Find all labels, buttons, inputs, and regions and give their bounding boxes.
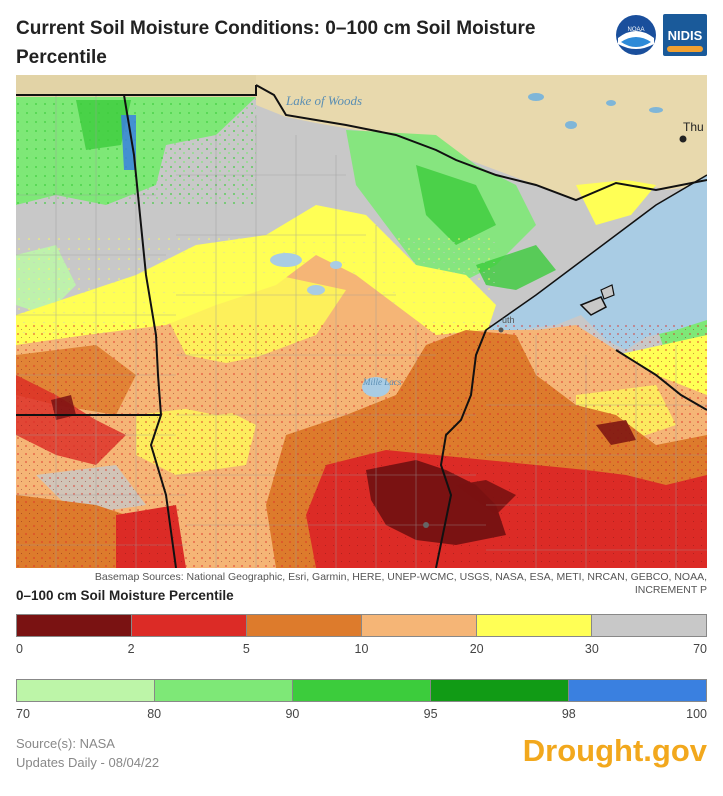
- legend-wet-swatch-0: [17, 680, 155, 701]
- legend-dry-scale: [16, 614, 707, 637]
- noaa-logo-text: NOAA: [627, 27, 644, 33]
- label-thunder-bay: Thu: [683, 120, 704, 134]
- legend-wet-tick-0: 70: [16, 707, 30, 721]
- legend-dry-swatch-4: [477, 615, 592, 636]
- canada-basemap-west: [16, 75, 256, 97]
- attribution-line-2: INCREMENT P: [634, 584, 707, 596]
- soil-moisture-map[interactable]: Lake of Woods Thu uth Mille Lacs: [16, 75, 707, 568]
- legend-dry-swatch-0: [17, 615, 132, 636]
- legend-wet-scale: [16, 679, 707, 702]
- duluth-marker: [498, 327, 504, 333]
- minneapolis-marker: [423, 522, 429, 528]
- drought-gov-logo[interactable]: Drought.gov: [522, 733, 707, 768]
- legend-dry-swatch-3: [362, 615, 477, 636]
- legend-wet-swatch-3: [431, 680, 569, 701]
- legend-dry-swatch-5: [592, 615, 706, 636]
- legend-wet-swatch-1: [155, 680, 293, 701]
- state-boundaries: [16, 84, 707, 568]
- legend-title: 0–100 cm Soil Moisture Percentile: [16, 588, 234, 603]
- lake-superior: [486, 175, 707, 350]
- attribution-line-1: Basemap Sources: National Geographic, Es…: [94, 571, 707, 583]
- legend-wet-tick-1: 80: [147, 707, 162, 721]
- legend-dry-tick-4: 20: [469, 642, 484, 656]
- legend-wet-ticks: 70 80 90 95 98 100: [16, 707, 707, 723]
- logos: NOAA NIDIS: [615, 14, 707, 56]
- legend-dry-tick-0: 0: [16, 642, 23, 656]
- legend-dry-tick-1: 2: [127, 642, 135, 656]
- mille-lacs-lake: [362, 377, 390, 397]
- legend-wet-tick-5: 100: [686, 707, 707, 721]
- legend-wet-swatch-4: [569, 680, 706, 701]
- source-text: Source(s): NASA: [16, 736, 115, 751]
- canada-basemap: [16, 75, 707, 200]
- label-mille-lacs: Mille Lacs: [362, 377, 402, 387]
- legend-dry-ticks: 0 2 5 10 20 30 70: [16, 642, 707, 658]
- basemap-attribution: Basemap Sources: National Geographic, Es…: [16, 571, 707, 597]
- nidis-logo-text: NIDIS: [667, 27, 703, 43]
- label-lake-of-woods: Lake of Woods: [285, 93, 362, 108]
- legend-wet-swatch-2: [293, 680, 431, 701]
- nidis-logo[interactable]: NIDIS: [663, 14, 707, 56]
- updated-text: Updates Daily - 08/04/22: [16, 755, 160, 770]
- legend-dry-swatch-1: [132, 615, 247, 636]
- legend-dry-swatch-2: [247, 615, 362, 636]
- dry-0-2-zone: [366, 460, 506, 545]
- legend-dry-tick-2: 5: [242, 642, 250, 656]
- legend-wet-tick-3: 95: [423, 707, 438, 721]
- legend-dry-tick-3: 10: [354, 642, 369, 656]
- noaa-logo[interactable]: NOAA: [615, 14, 657, 56]
- legend-wet-tick-2: 90: [285, 707, 300, 721]
- county-boundaries: [16, 95, 707, 568]
- legend-dry-tick-6: 70: [693, 642, 707, 656]
- legend-wet-tick-4: 98: [561, 707, 576, 721]
- label-duluth: uth: [502, 315, 515, 325]
- source-info: Source(s): NASA Updates Daily - 08/04/22: [16, 734, 159, 772]
- thunder-bay-marker: [679, 135, 687, 143]
- page-title: Current Soil Moisture Conditions: 0–100 …: [16, 18, 536, 68]
- legend-dry-tick-5: 30: [584, 642, 599, 656]
